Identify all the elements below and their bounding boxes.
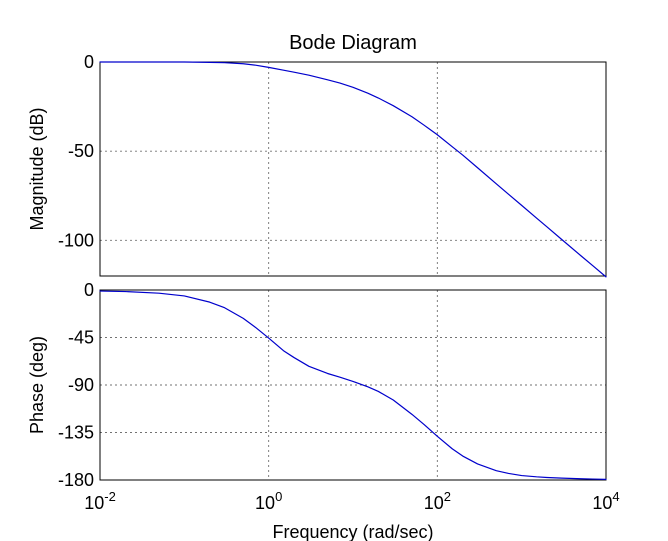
magnitude-ytick-label: 0: [84, 52, 94, 72]
magnitude-y-axis-label: Magnitude (dB): [27, 107, 47, 230]
phase-series-line-0: [99, 290, 607, 480]
phase-ytick-label: 0: [84, 280, 94, 300]
x-tick-label: 100: [255, 489, 282, 513]
phase-y-axis-label: Phase (deg): [27, 336, 47, 434]
chart-title: Bode Diagram: [289, 32, 417, 54]
phase-ytick-label: -135: [58, 423, 94, 443]
x-tick-label: 10-2: [84, 489, 116, 513]
phase-ytick-label: -45: [68, 328, 94, 348]
magnitude-ytick-label: -100: [58, 230, 94, 250]
phase-ytick-label: -90: [68, 375, 94, 395]
phase-ytick-label: -180: [58, 470, 94, 490]
magnitude-axes-box: [99, 61, 607, 277]
phase-axes-box: [99, 289, 607, 481]
x-tick-label: 104: [592, 489, 619, 513]
x-tick-label: 102: [424, 489, 451, 513]
magnitude-ytick-label: -50: [68, 141, 94, 161]
x-axis-label: Frequency (rad/sec): [272, 522, 433, 541]
magnitude-series-line-0: [99, 61, 607, 278]
